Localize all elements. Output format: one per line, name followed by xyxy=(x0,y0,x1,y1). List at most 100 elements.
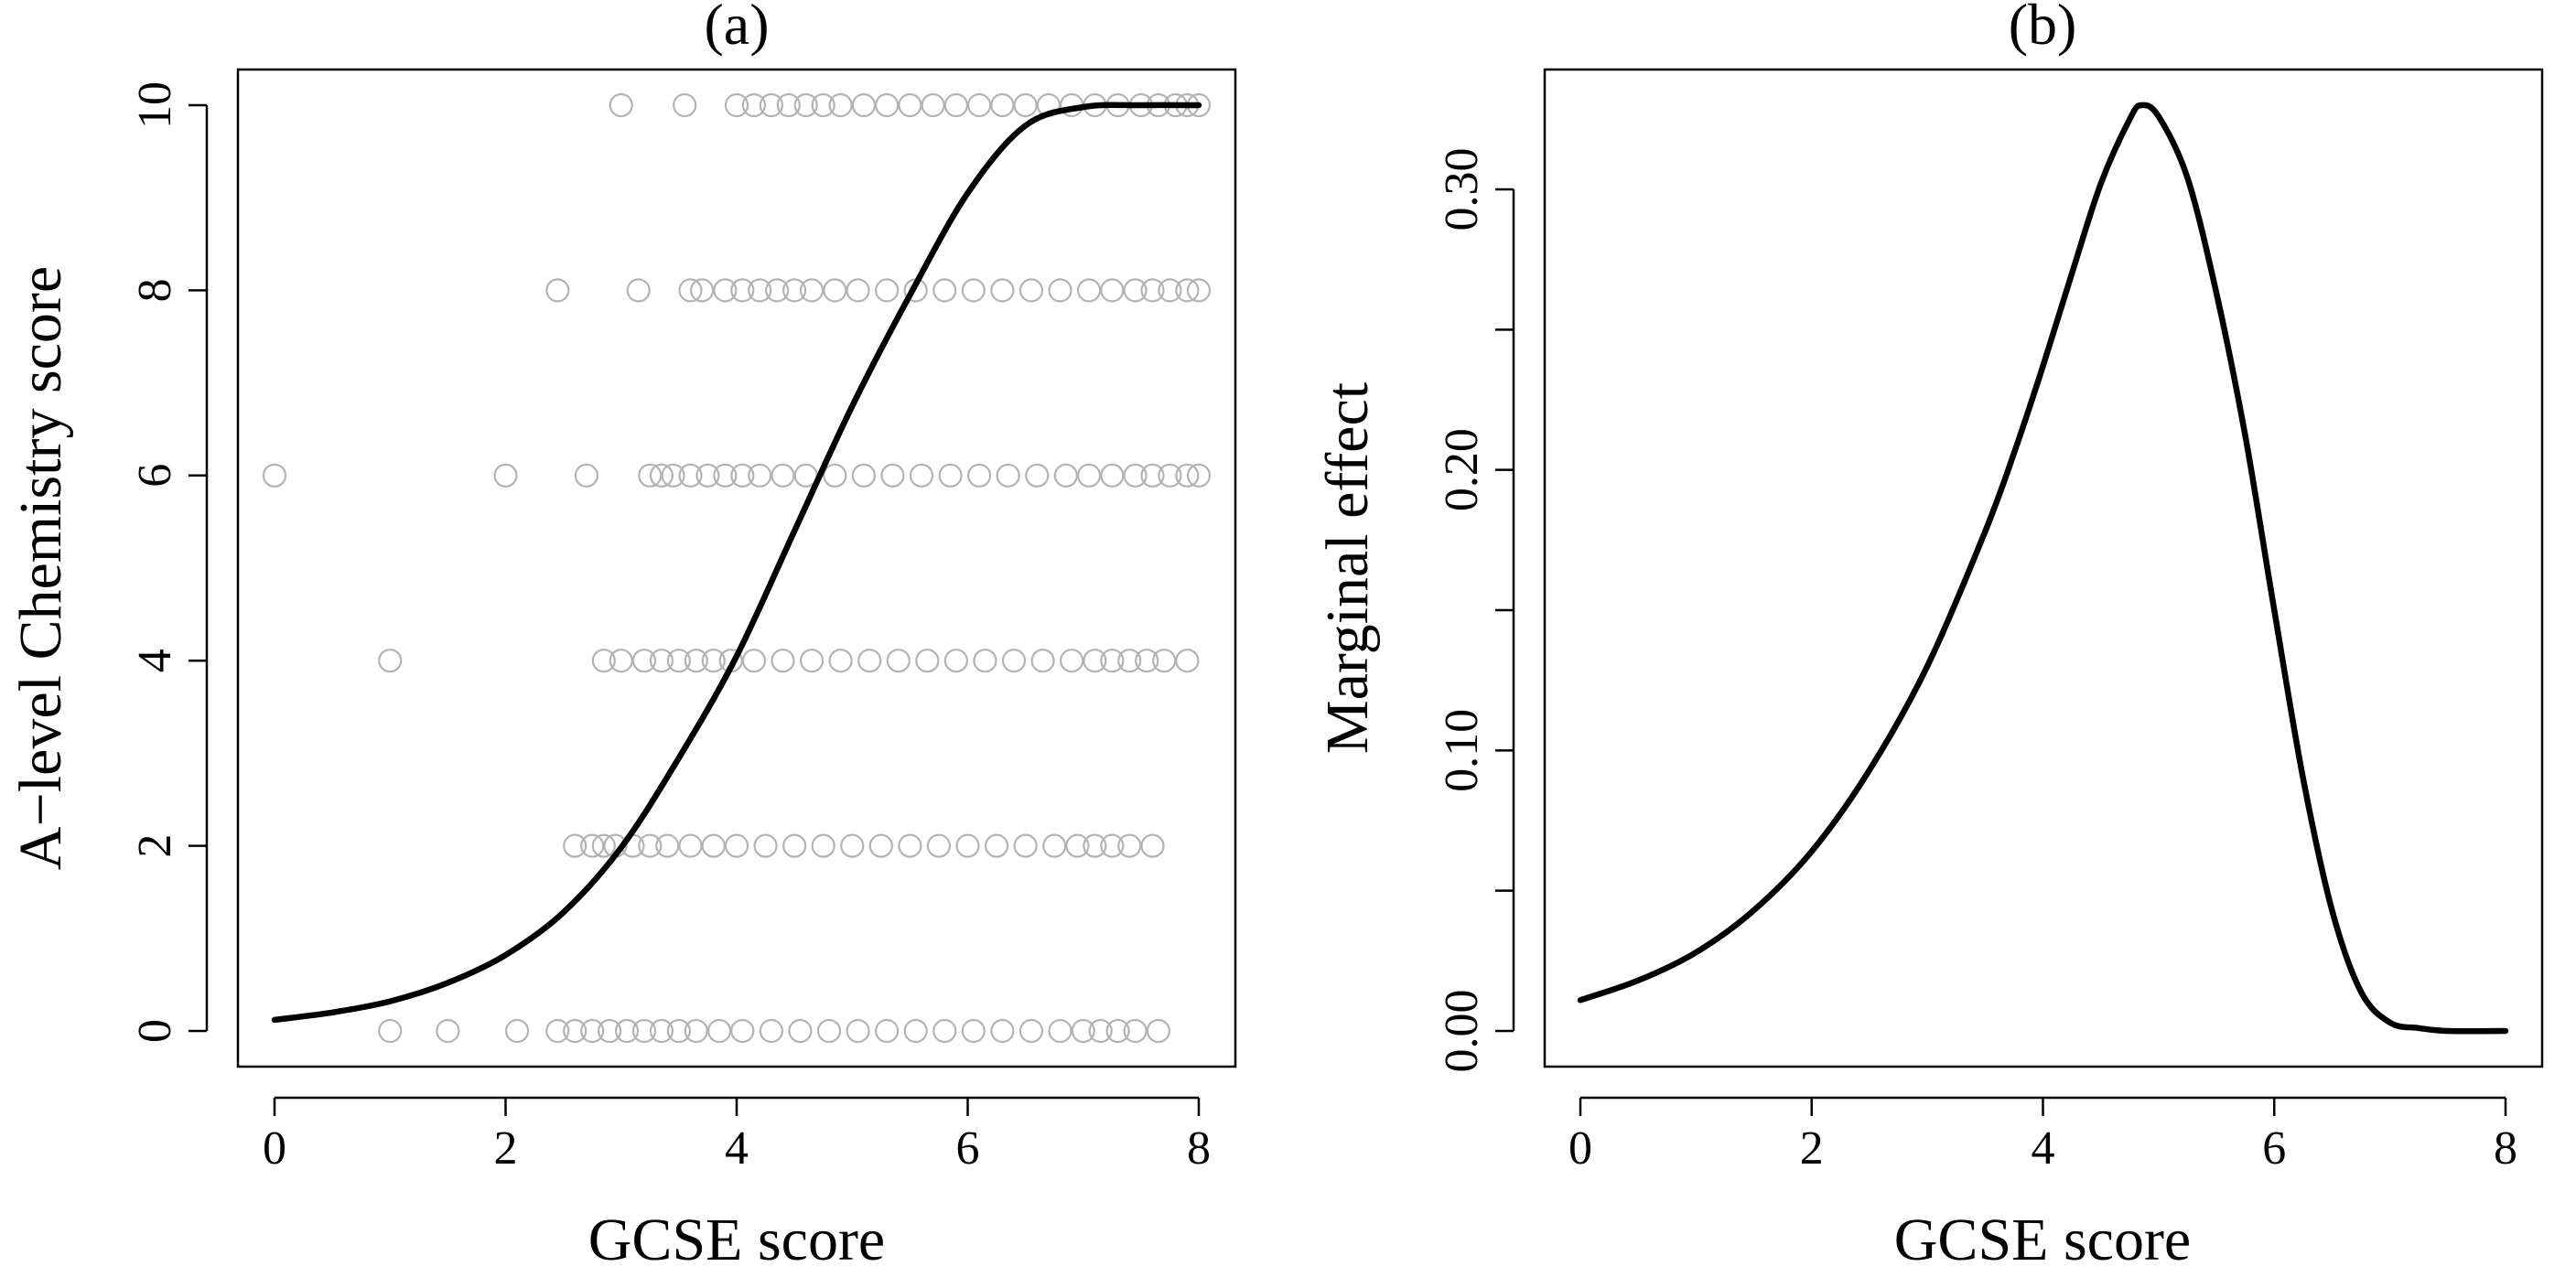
data-point xyxy=(857,649,882,673)
data-point xyxy=(875,278,900,303)
panel-a-y-axis-label: A−level Chemistry score xyxy=(7,266,74,870)
data-point xyxy=(580,833,605,858)
data-point xyxy=(811,92,835,118)
data-point xyxy=(493,463,518,488)
data-point xyxy=(788,1018,813,1044)
data-point xyxy=(782,278,807,303)
data-point xyxy=(1158,463,1182,488)
data-point xyxy=(655,833,680,858)
data-point xyxy=(724,833,749,858)
data-point xyxy=(846,1018,870,1044)
data-point xyxy=(1088,1018,1113,1044)
data-point xyxy=(378,1018,403,1044)
data-point xyxy=(649,463,674,488)
panel-b-y-axis: 0.00 0.10 0.20 0.30 xyxy=(1436,148,1515,1073)
data-point xyxy=(690,278,715,303)
panel-b-marginal-effect-curve xyxy=(1577,102,2509,1035)
data-point xyxy=(591,833,616,858)
data-point xyxy=(684,649,708,673)
data-point xyxy=(730,463,755,488)
data-point xyxy=(973,649,997,673)
data-point xyxy=(967,92,992,118)
panel-a-x-tick-label: 4 xyxy=(725,1122,749,1175)
data-point xyxy=(730,278,755,303)
data-point xyxy=(1100,649,1125,673)
data-point xyxy=(436,1018,460,1044)
data-point xyxy=(673,92,697,118)
data-point xyxy=(886,649,911,673)
data-point xyxy=(1071,1018,1095,1044)
data-point xyxy=(545,1018,570,1044)
data-point xyxy=(840,833,865,858)
panel-a-plot-frame xyxy=(236,68,1237,1068)
data-point xyxy=(811,833,835,858)
panel-b-y-tick-label: 0.30 xyxy=(1436,148,1488,231)
data-point xyxy=(915,649,940,673)
data-point xyxy=(580,1018,605,1044)
panel-a-y-tick-label: 0 xyxy=(129,1019,181,1043)
data-point xyxy=(961,278,986,303)
data-point xyxy=(1030,649,1055,673)
panel-b-plot-frame xyxy=(1543,68,2544,1068)
panel-a-x-axis-label: GCSE score xyxy=(588,1207,885,1273)
data-point xyxy=(1048,1018,1072,1044)
data-point xyxy=(1083,649,1107,673)
data-point xyxy=(706,1018,732,1044)
data-point xyxy=(1065,833,1090,858)
data-point xyxy=(828,92,853,118)
data-point xyxy=(828,649,853,673)
data-point xyxy=(649,1018,674,1044)
data-point xyxy=(782,833,807,858)
data-point xyxy=(1013,92,1038,118)
data-point xyxy=(1146,1018,1170,1044)
data-point xyxy=(1013,833,1038,858)
data-point xyxy=(984,833,1009,858)
data-point xyxy=(741,92,767,118)
data-point xyxy=(1140,278,1165,303)
data-point xyxy=(776,92,801,118)
panel-b-title: (b) xyxy=(2009,0,2077,57)
data-point xyxy=(938,463,963,488)
data-point xyxy=(631,649,657,673)
data-point xyxy=(793,92,818,118)
panel-a-x-tick-label: 2 xyxy=(494,1122,518,1175)
data-point xyxy=(695,463,720,488)
panel-b-line-plot: (b) 0 2 4 6 8 0.00 0.10 0.20 0.30 GCSE score Ma… xyxy=(1314,0,2544,1273)
data-point xyxy=(1135,649,1159,673)
data-point xyxy=(868,833,893,858)
data-point xyxy=(1019,278,1044,303)
data-point xyxy=(598,1018,622,1044)
data-point xyxy=(990,278,1015,303)
panel-b-x-axis-label: GCSE score xyxy=(1894,1207,2191,1273)
data-point xyxy=(684,1018,708,1044)
data-point xyxy=(748,278,772,303)
data-point xyxy=(591,649,616,673)
data-point xyxy=(932,1018,957,1044)
data-point xyxy=(649,649,674,673)
panel-a-scatter-plot: (a) 0 2 4 6 8 0 2 4 6 8 10 GCSE score A−level Che… xyxy=(7,0,1237,1273)
panel-a-title: (a) xyxy=(704,0,769,57)
panel-a-y-tick-label: 6 xyxy=(129,464,181,488)
panel-a-y-tick-label: 8 xyxy=(129,278,181,302)
data-point xyxy=(638,833,663,858)
data-point xyxy=(741,649,767,673)
data-point xyxy=(1152,649,1177,673)
data-point xyxy=(666,649,691,673)
data-point xyxy=(563,833,587,858)
data-point xyxy=(880,463,905,488)
data-point xyxy=(926,833,952,858)
data-point xyxy=(713,463,738,488)
panel-a-data-points xyxy=(262,92,1212,1044)
panel-b-x-tick-label: 2 xyxy=(1800,1122,1824,1175)
data-point xyxy=(631,1018,657,1044)
data-point xyxy=(1117,649,1142,673)
data-point xyxy=(614,1018,640,1044)
data-point xyxy=(730,1018,755,1044)
data-point xyxy=(961,1018,986,1044)
data-point xyxy=(759,92,783,118)
data-point xyxy=(1186,278,1212,303)
data-point xyxy=(823,463,847,488)
data-point xyxy=(1083,833,1107,858)
data-point xyxy=(990,92,1015,118)
